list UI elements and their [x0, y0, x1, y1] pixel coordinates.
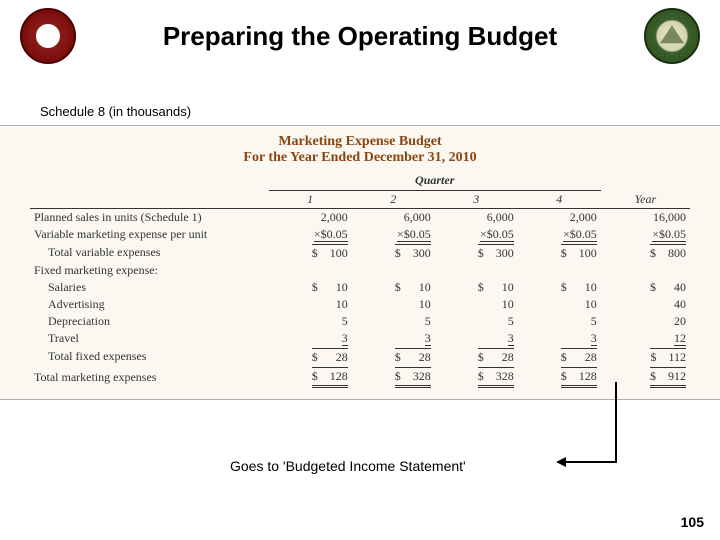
cell-label: Depreciation	[30, 313, 269, 330]
cell-value: $ 112	[601, 347, 690, 366]
cell-label: Planned sales in units (Schedule 1)	[30, 209, 269, 227]
row-salaries: Salaries $ 10 $ 10 $ 10 $ 10 $ 40	[30, 279, 690, 296]
row-var-per-unit: Variable marketing expense per unit ×$0.…	[30, 226, 690, 243]
cell-value: 2,000	[518, 209, 601, 227]
cell-value: 2,000	[269, 209, 352, 227]
cell-value: 10	[269, 296, 352, 313]
cell-label: Total fixed expenses	[30, 347, 269, 366]
cell-value: ×$0.05	[352, 226, 435, 243]
cell-value: $ 300	[352, 243, 435, 262]
cell-value: ×$0.05	[518, 226, 601, 243]
row-travel: Travel 3 3 3 3 12	[30, 330, 690, 347]
cell-label: Advertising	[30, 296, 269, 313]
col-q4: 4	[518, 191, 601, 209]
seal-left-icon	[20, 8, 76, 64]
budget-table-panel: Marketing Expense Budget For the Year En…	[0, 125, 720, 400]
cell-value: 3	[435, 330, 518, 347]
quarter-header: Quarter	[269, 172, 601, 191]
cell-value: 6,000	[352, 209, 435, 227]
table-header-columns-row: 1 2 3 4 Year	[30, 191, 690, 209]
cell-value: $ 10	[352, 279, 435, 296]
col-q2: 2	[352, 191, 435, 209]
schedule-label: Schedule 8 (in thousands)	[0, 64, 720, 125]
cell-value: $ 100	[269, 243, 352, 262]
row-fixed-header: Fixed marketing expense:	[30, 262, 690, 279]
cell-value: ×$0.05	[601, 226, 690, 243]
table-title-line1: Marketing Expense Budget	[30, 134, 690, 150]
seal-right-icon	[644, 8, 700, 64]
page-number: 105	[681, 514, 704, 530]
cell-value: 6,000	[435, 209, 518, 227]
marketing-expense-table: Quarter 1 2 3 4 Year Planned sales in un…	[30, 172, 690, 389]
col-q1: 1	[269, 191, 352, 209]
cell-value: $ 28	[352, 347, 435, 366]
row-advertising: Advertising 10 10 10 10 40	[30, 296, 690, 313]
row-total-fixed: Total fixed expenses $ 28 $ 28 $ 28 $ 28…	[30, 347, 690, 366]
cell-label: Variable marketing expense per unit	[30, 226, 269, 243]
slide-title: Preparing the Operating Budget	[88, 21, 632, 52]
cell-value: 10	[518, 296, 601, 313]
cell-value: $ 10	[518, 279, 601, 296]
cell-value: $ 100	[518, 243, 601, 262]
goes-to-label: Goes to 'Budgeted Income Statement'	[230, 458, 466, 474]
cell-value: ×$0.05	[435, 226, 518, 243]
slide-header: Preparing the Operating Budget	[0, 0, 720, 64]
cell-label: Travel	[30, 330, 269, 347]
table-title: Marketing Expense Budget For the Year En…	[30, 134, 690, 166]
cell-value: $ 800	[601, 243, 690, 262]
col-year: Year	[601, 191, 690, 209]
arrow-annotation: Goes to 'Budgeted Income Statement'	[0, 380, 720, 480]
row-planned-sales: Planned sales in units (Schedule 1) 2,00…	[30, 209, 690, 227]
cell-label: Fixed marketing expense:	[30, 262, 690, 279]
cell-value: $ 10	[269, 279, 352, 296]
cell-value: $ 40	[601, 279, 690, 296]
cell-value: $ 10	[435, 279, 518, 296]
cell-value: 5	[352, 313, 435, 330]
cell-value: 20	[601, 313, 690, 330]
cell-value: 3	[352, 330, 435, 347]
row-depreciation: Depreciation 5 5 5 5 20	[30, 313, 690, 330]
cell-value: 16,000	[601, 209, 690, 227]
cell-value: 5	[269, 313, 352, 330]
row-total-variable: Total variable expenses $ 100 $ 300 $ 30…	[30, 243, 690, 262]
cell-value: 40	[601, 296, 690, 313]
cell-value: 10	[352, 296, 435, 313]
cell-value: 5	[518, 313, 601, 330]
cell-value: 10	[435, 296, 518, 313]
cell-value: 3	[269, 330, 352, 347]
cell-value: ×$0.05	[269, 226, 352, 243]
cell-value: $ 300	[435, 243, 518, 262]
cell-label: Salaries	[30, 279, 269, 296]
cell-value: 12	[601, 330, 690, 347]
cell-value: 5	[435, 313, 518, 330]
table-header-quarter-row: Quarter	[30, 172, 690, 191]
table-title-line2: For the Year Ended December 31, 2010	[30, 150, 690, 166]
col-q3: 3	[435, 191, 518, 209]
cell-value: $ 28	[518, 347, 601, 366]
cell-value: $ 28	[435, 347, 518, 366]
cell-value: $ 28	[269, 347, 352, 366]
cell-label: Total variable expenses	[30, 243, 269, 262]
cell-value: 3	[518, 330, 601, 347]
